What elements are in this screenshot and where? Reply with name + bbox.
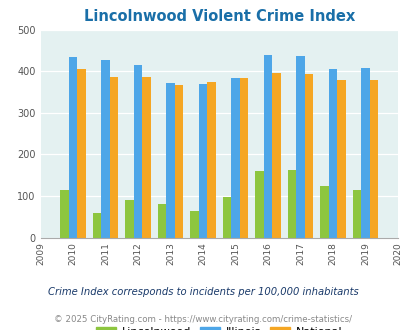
Text: © 2025 CityRating.com - https://www.cityrating.com/crime-statistics/: © 2025 CityRating.com - https://www.city… <box>54 315 351 324</box>
Bar <box>360 68 369 238</box>
Bar <box>222 197 231 238</box>
Bar <box>369 80 377 238</box>
Legend: Lincolnwood, Illinois, National: Lincolnwood, Illinois, National <box>92 322 346 330</box>
Bar <box>352 190 360 238</box>
Bar <box>109 77 118 238</box>
Bar <box>77 69 85 238</box>
Bar <box>271 73 280 238</box>
Bar <box>69 57 77 238</box>
Bar <box>263 55 271 238</box>
Bar <box>304 74 312 238</box>
Bar <box>296 56 304 238</box>
Bar <box>142 77 150 238</box>
Text: Crime Index corresponds to incidents per 100,000 inhabitants: Crime Index corresponds to incidents per… <box>47 287 358 297</box>
Bar <box>336 80 345 238</box>
Bar <box>166 83 174 238</box>
Bar <box>158 204 166 238</box>
Bar <box>328 69 336 238</box>
Bar <box>198 84 207 238</box>
Bar <box>287 170 296 238</box>
Bar <box>60 190 69 238</box>
Title: Lincolnwood Violent Crime Index: Lincolnwood Violent Crime Index <box>83 9 354 24</box>
Bar <box>239 78 247 238</box>
Bar <box>134 65 142 238</box>
Bar <box>320 186 328 238</box>
Bar <box>255 171 263 238</box>
Bar <box>190 211 198 238</box>
Bar <box>93 214 101 238</box>
Bar <box>125 200 134 238</box>
Bar <box>207 82 215 238</box>
Bar <box>174 85 183 238</box>
Bar <box>231 78 239 238</box>
Bar <box>101 60 109 238</box>
